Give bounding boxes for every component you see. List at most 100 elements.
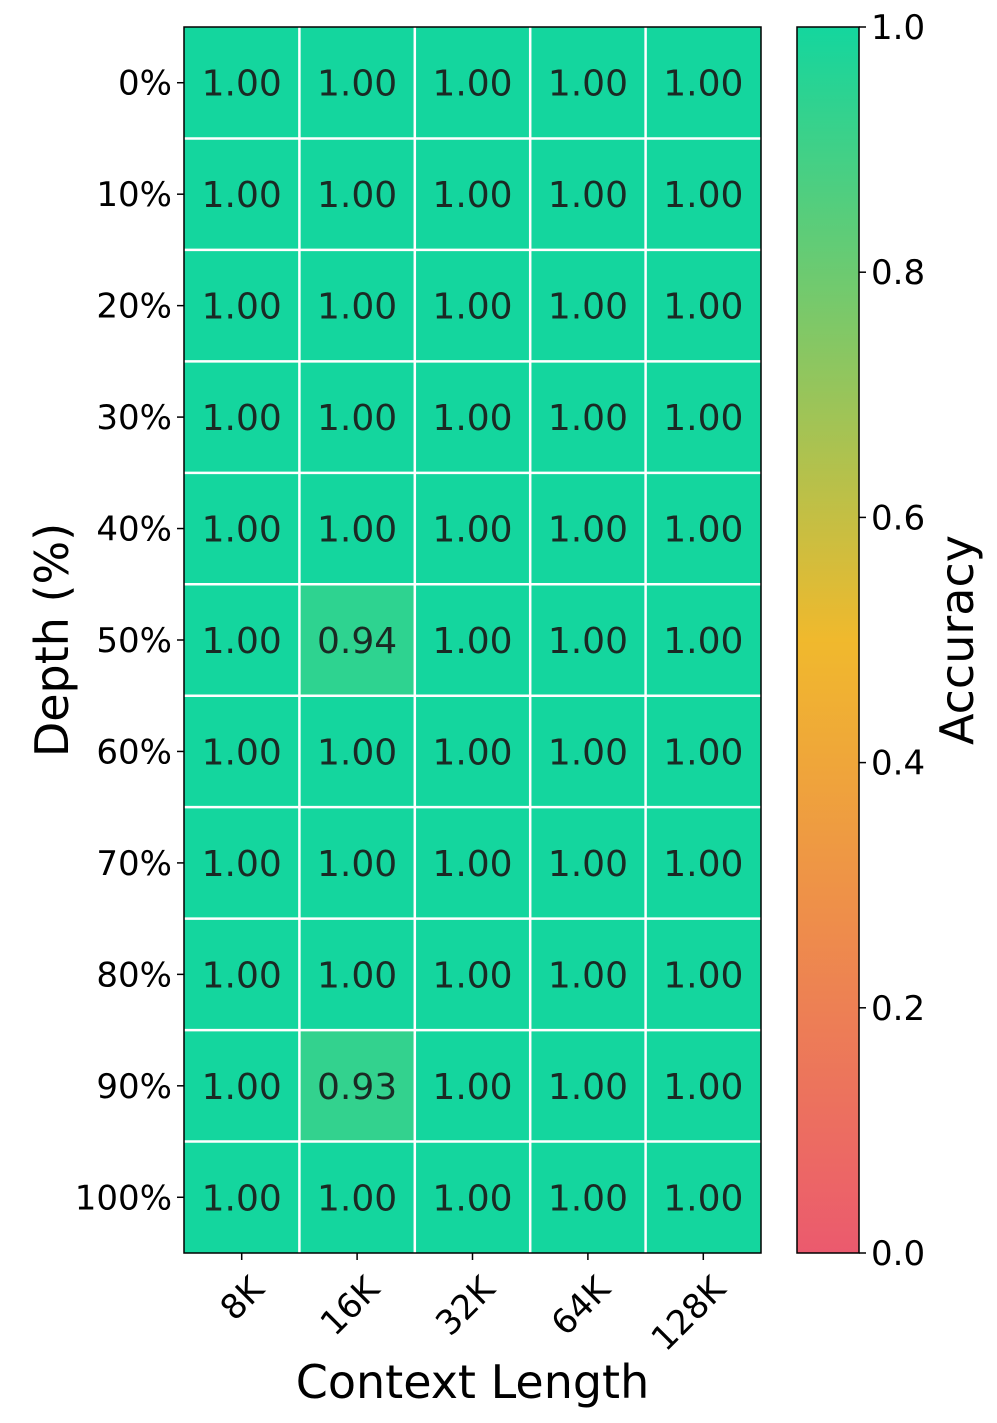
cell-value-label: 1.00: [202, 1178, 282, 1219]
cell-value-label: 1.00: [202, 621, 282, 662]
cell-value-label: 1.00: [663, 1067, 743, 1108]
x-tick-label: 128K: [644, 1268, 735, 1359]
cell-value-label: 1.00: [548, 844, 628, 885]
cell-value-label: 1.00: [432, 732, 512, 773]
cell-value-label: 1.00: [202, 1067, 282, 1108]
cell-value-label: 1.00: [432, 621, 512, 662]
cell-value-label: 1.00: [202, 175, 282, 216]
cell-value-label: 1.00: [663, 398, 743, 439]
cell-value-label: 1.00: [432, 64, 512, 105]
heatmap-cell: [645, 27, 761, 139]
cell-value-label: 1.00: [663, 287, 743, 328]
cell-value-label: 1.00: [317, 287, 397, 328]
colorbar-tick-label: 0.4: [871, 744, 925, 784]
heatmap-cell: [414, 1141, 531, 1253]
heatmap-cell: [414, 807, 531, 919]
cell-labels: 1.00 1.00 1.00 1.00 1.00 1.00 1.00 1.00 1.00 1.00…: [202, 64, 744, 1220]
y-tick-label: 20%: [96, 287, 172, 327]
heatmap-cell: [645, 695, 761, 808]
y-tick-label: 100%: [75, 1178, 172, 1218]
heatmap-cell: [184, 918, 300, 1031]
heatmap-cell: [299, 1030, 415, 1142]
heatmap-cell: [184, 249, 300, 362]
heatmap-cell: [184, 584, 300, 696]
heatmap-cell: [184, 27, 300, 139]
heatmap-cell: [299, 249, 415, 362]
heatmap-cells: [184, 27, 761, 1253]
heatmap-cell: [184, 1141, 300, 1253]
colorbar-tick-label: 1.0: [871, 8, 925, 48]
cell-value-label: 1.00: [432, 844, 512, 885]
cell-value-label: 1.00: [663, 955, 743, 996]
heatmap-cell: [530, 807, 646, 919]
cell-value-label: 1.00: [317, 955, 397, 996]
cell-value-label: 1.00: [548, 955, 628, 996]
heatmap-cell: [530, 1141, 646, 1253]
heatmap-cell: [530, 361, 646, 473]
colorbar-tick-label: 0.2: [871, 989, 925, 1029]
cell-value-label: 1.00: [663, 844, 743, 885]
cell-value-label: 1.00: [432, 510, 512, 551]
cell-value-label: 1.00: [548, 175, 628, 216]
cell-value-label: 1.00: [432, 287, 512, 328]
cell-value-label: 1.00: [317, 175, 397, 216]
heatmap-cell: [414, 361, 531, 473]
y-axis-title: Depth (%): [25, 523, 79, 757]
heatmap-cell: [184, 1030, 300, 1142]
cell-value-label: 1.00: [548, 1067, 628, 1108]
cell-value-label: 1.00: [663, 175, 743, 216]
heatmap-cell: [299, 1141, 415, 1253]
cell-value-label: 1.00: [317, 732, 397, 773]
heatmap-cell: [530, 472, 646, 585]
cell-value-label: 1.00: [202, 955, 282, 996]
colorbar-ticks: 0.0 0.2 0.4 0.6 0.8 1.0: [859, 8, 925, 1274]
heatmap-cell: [645, 584, 761, 696]
y-tick-label: 50%: [96, 621, 172, 661]
heatmap-gridlines: [184, 27, 761, 1253]
heatmap-cell: [414, 138, 531, 250]
cell-value-label: 1.00: [548, 287, 628, 328]
colorbar-tick-label: 0.6: [871, 498, 925, 538]
cell-value-label: 0.93: [317, 1067, 397, 1108]
heatmap-cell: [414, 472, 531, 585]
cell-value-label: 1.00: [548, 398, 628, 439]
heatmap-cell: [645, 918, 761, 1031]
heatmap-cell: [645, 472, 761, 585]
heatmap-cell: [645, 361, 761, 473]
cell-value-label: 1.00: [202, 732, 282, 773]
cell-value-label: 1.00: [317, 510, 397, 551]
y-axis-ticks: 0% 10% 20% 30% 40% 50% 60% 70% 80% 90% 100%: [75, 64, 184, 1218]
heatmap-cell: [299, 807, 415, 919]
heatmap-cell: [184, 361, 300, 473]
heatmap-cell: [184, 472, 300, 585]
heatmap-cell: [414, 249, 531, 362]
y-tick-label: 70%: [96, 844, 172, 884]
x-axis-title: Context Length: [296, 1355, 650, 1409]
colorbar-tick-label: 0.8: [871, 253, 925, 293]
x-tick-label: 16K: [313, 1268, 389, 1344]
heatmap-cell: [184, 138, 300, 250]
heatmap-cell: [414, 918, 531, 1031]
cell-value-label: 1.00: [202, 64, 282, 105]
cell-value-label: 1.00: [548, 1178, 628, 1219]
cell-value-label: 1.00: [202, 844, 282, 885]
heatmap-cell: [299, 918, 415, 1031]
heatmap-cell: [184, 807, 300, 919]
heatmap-cell: [299, 27, 415, 139]
heatmap-cell: [530, 138, 646, 250]
heatmap-cell: [530, 584, 646, 696]
heatmap-cell: [184, 695, 300, 808]
colorbar: 0.0 0.2 0.4 0.6 0.8 1.0 Accuracy: [796, 8, 984, 1274]
heatmap-cell: [645, 1030, 761, 1142]
cell-value-label: 1.00: [317, 398, 397, 439]
cell-value-label: 1.00: [663, 510, 743, 551]
heatmap-cell: [414, 1030, 531, 1142]
x-tick-label: 8K: [213, 1268, 274, 1329]
cell-value-label: 1.00: [548, 732, 628, 773]
cell-value-label: 1.00: [432, 1178, 512, 1219]
heatmap-cell: [530, 27, 646, 139]
heatmap-cell: [645, 1141, 761, 1253]
cell-value-label: 1.00: [663, 64, 743, 105]
cell-value-label: 1.00: [548, 510, 628, 551]
cell-value-label: 1.00: [317, 844, 397, 885]
